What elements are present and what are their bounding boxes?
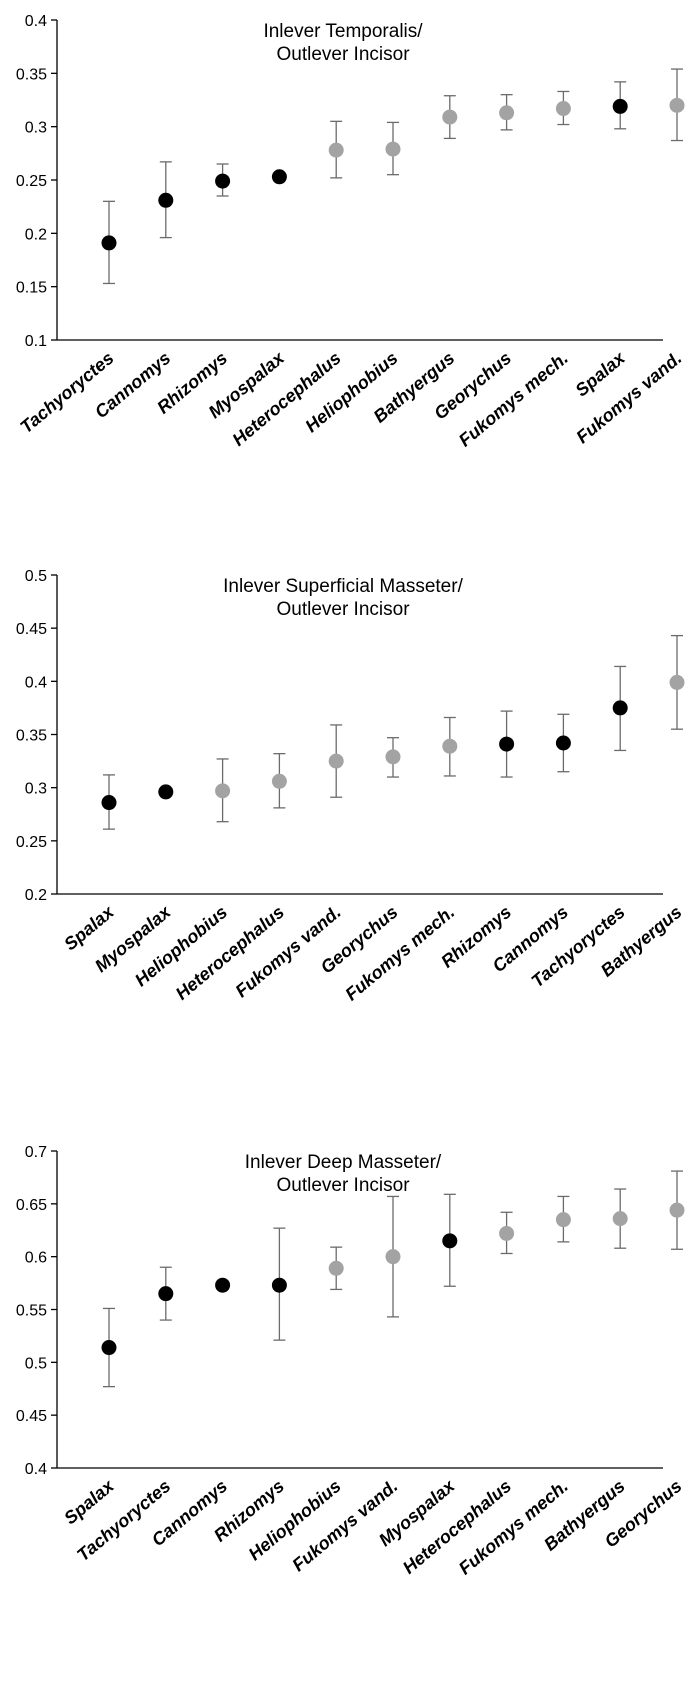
data-point bbox=[555, 1212, 571, 1228]
y-tick-label: 0.6 bbox=[25, 1250, 47, 1267]
data-point bbox=[215, 173, 231, 189]
data-point bbox=[385, 141, 401, 157]
data-point bbox=[328, 1260, 344, 1276]
data-point bbox=[612, 98, 628, 114]
data-point bbox=[271, 1277, 287, 1293]
category-label: Fukomys vand. bbox=[232, 902, 345, 1002]
chart-title-line: Outlever Incisor bbox=[276, 1175, 410, 1196]
data-point bbox=[158, 1286, 174, 1302]
y-tick-label: 0.45 bbox=[16, 1408, 47, 1425]
y-tick-label: 0.7 bbox=[25, 1144, 47, 1161]
y-tick-label: 0.3 bbox=[25, 120, 47, 137]
data-point bbox=[669, 1202, 685, 1218]
data-point bbox=[101, 235, 117, 251]
data-point bbox=[101, 795, 117, 811]
data-point bbox=[499, 736, 515, 752]
category-label: Tachyoryctes bbox=[16, 348, 117, 438]
data-point bbox=[328, 142, 344, 158]
data-point bbox=[442, 738, 458, 754]
chart-title-line: Outlever Incisor bbox=[276, 599, 410, 620]
data-point bbox=[555, 101, 571, 117]
chart-panel-deep-masseter: 0.4 0.45 0.5 0.55 0.6 0.65 0.7 Inlever Deep Mas… bbox=[0, 1130, 697, 1683]
data-point bbox=[271, 773, 287, 789]
data-point bbox=[555, 735, 571, 751]
data-point bbox=[215, 1277, 231, 1293]
data-point bbox=[669, 97, 685, 113]
chart-title-line: Inlever Temporalis/ bbox=[263, 21, 423, 42]
data-point bbox=[328, 753, 344, 769]
y-tick-label: 0.35 bbox=[16, 66, 47, 83]
y-tick-label: 0.4 bbox=[25, 1461, 47, 1478]
y-tick-label: 0.4 bbox=[25, 674, 47, 691]
data-point bbox=[442, 1233, 458, 1249]
chart-temporalis: 0.1 0.15 0.2 0.25 0.3 0.35 0.4 Inlever Temporal… bbox=[16, 13, 686, 451]
y-tick-label: 0.5 bbox=[25, 1355, 47, 1372]
data-point bbox=[215, 783, 231, 799]
chart-deep-masseter: 0.4 0.45 0.5 0.55 0.6 0.65 0.7 Inlever Deep Mas… bbox=[16, 1144, 686, 1579]
data-point bbox=[271, 169, 287, 185]
data-point bbox=[669, 674, 685, 690]
y-tick-label: 0.45 bbox=[16, 621, 47, 638]
chart-title-line: Inlever Deep Masseter/ bbox=[245, 1152, 442, 1173]
y-tick-label: 0.65 bbox=[16, 1197, 47, 1214]
y-tick-label: 0.2 bbox=[25, 226, 47, 243]
data-point bbox=[499, 1225, 515, 1241]
y-tick-label: 0.15 bbox=[16, 280, 47, 297]
y-tick-label: 0.5 bbox=[25, 568, 47, 585]
y-tick-label: 0.4 bbox=[25, 13, 47, 30]
y-tick-label: 0.3 bbox=[25, 781, 47, 798]
data-point bbox=[442, 109, 458, 125]
y-tick-label: 0.25 bbox=[16, 834, 47, 851]
y-tick-label: 0.55 bbox=[16, 1303, 47, 1320]
data-point bbox=[612, 1211, 628, 1227]
data-point bbox=[385, 1249, 401, 1265]
chart-panel-superficial-masseter: 0.2 0.25 0.3 0.35 0.4 0.45 0.5 Inlever Superfic… bbox=[0, 560, 697, 1130]
data-point bbox=[101, 1340, 117, 1356]
chart-title-line: Inlever Superficial Masseter/ bbox=[223, 576, 463, 597]
chart-superficial-masseter: 0.2 0.25 0.3 0.35 0.4 0.45 0.5 Inlever Superfic… bbox=[16, 568, 686, 1005]
chart-title-line: Outlever Incisor bbox=[276, 44, 410, 65]
category-label: Fukomys vand. bbox=[288, 1476, 401, 1576]
chart-panel-temporalis: 0.1 0.15 0.2 0.25 0.3 0.35 0.4 Inlever Temporal… bbox=[0, 0, 697, 560]
data-point bbox=[158, 784, 174, 800]
y-tick-label: 0.1 bbox=[25, 333, 47, 350]
data-point bbox=[158, 192, 174, 208]
y-tick-label: 0.2 bbox=[25, 887, 47, 904]
data-point bbox=[385, 749, 401, 765]
y-tick-label: 0.35 bbox=[16, 728, 47, 745]
y-tick-label: 0.25 bbox=[16, 173, 47, 190]
data-point bbox=[612, 700, 628, 716]
data-point bbox=[499, 105, 515, 121]
category-label: Fukomys vand. bbox=[572, 348, 685, 448]
